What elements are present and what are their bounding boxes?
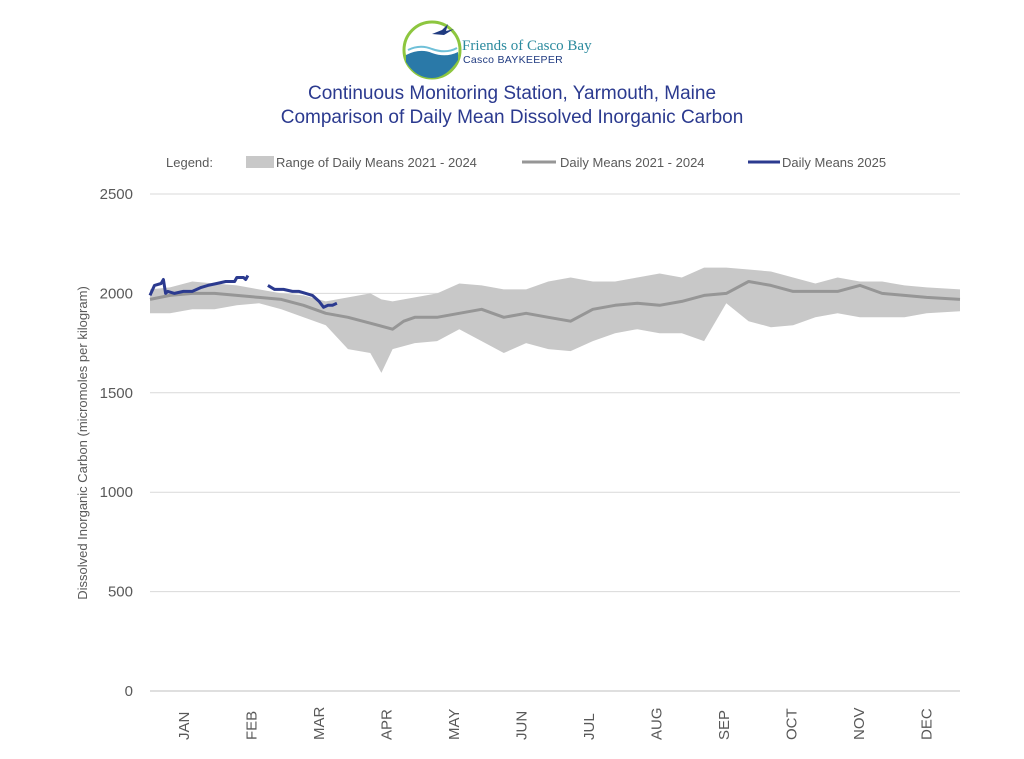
chart-title: Continuous Monitoring Station, Yarmouth,… bbox=[308, 83, 716, 104]
x-tick-labels: JAN FEB MAR APR MAY JUN JUL AUG SEP OCT NOV DEC bbox=[176, 707, 936, 741]
logo-sub: Casco BAYKEEPER bbox=[463, 54, 563, 66]
x-tick-label: MAY bbox=[446, 709, 463, 740]
series-2025-segment bbox=[148, 274, 250, 297]
x-tick-label: APR bbox=[378, 709, 395, 740]
y-tick-label: 2000 bbox=[100, 285, 133, 302]
series-2025-segment bbox=[267, 284, 338, 309]
logo-wave bbox=[407, 45, 458, 53]
legend-entry-mean: Daily Means 2021 - 2024 bbox=[560, 155, 705, 170]
x-tick-label: JUN bbox=[513, 711, 530, 740]
x-tick-label: NOV bbox=[851, 707, 868, 740]
x-tick-label: JAN bbox=[176, 712, 193, 740]
x-tick-label: DEC bbox=[918, 708, 935, 740]
range-band-layer bbox=[150, 267, 960, 373]
y-tick-label: 1500 bbox=[100, 385, 133, 402]
range-band bbox=[150, 267, 960, 373]
chart-subtitle: Comparison of Daily Mean Dissolved Inorg… bbox=[281, 107, 744, 128]
x-tick-label: AUG bbox=[648, 707, 665, 740]
x-tick-label: JUL bbox=[581, 713, 598, 740]
y-axis-label: Dissolved Inorganic Carbon (micromoles p… bbox=[75, 286, 90, 600]
legend-entry-2025: Daily Means 2025 bbox=[782, 155, 886, 170]
legend-label: Legend: bbox=[166, 155, 213, 170]
y-tick-label: 1000 bbox=[100, 484, 133, 501]
x-tick-label: SEP bbox=[716, 710, 733, 740]
legend: Legend: Range of Daily Means 2021 - 2024… bbox=[166, 155, 886, 170]
x-tick-label: MAR bbox=[311, 707, 328, 741]
x-tick-label: OCT bbox=[783, 708, 800, 740]
y-tick-labels: 0 500 1000 1500 2000 2500 bbox=[100, 186, 133, 700]
series-2025-layer bbox=[148, 274, 338, 309]
legend-swatch-band bbox=[246, 156, 274, 168]
y-tick-label: 2500 bbox=[100, 186, 133, 203]
y-tick-label: 500 bbox=[108, 584, 133, 601]
gridlines bbox=[150, 193, 960, 593]
bird-icon bbox=[432, 24, 454, 35]
x-tick-label: FEB bbox=[243, 711, 260, 740]
logo: Friends of Casco Bay Casco BAYKEEPER bbox=[402, 20, 592, 80]
y-tick-label: 0 bbox=[125, 683, 133, 700]
logo-water bbox=[406, 50, 458, 78]
mean-line-layer bbox=[149, 280, 961, 331]
logo-name: Friends of Casco Bay bbox=[462, 38, 592, 54]
mean-line-2021-2024 bbox=[149, 280, 961, 331]
legend-entry-band: Range of Daily Means 2021 - 2024 bbox=[276, 155, 477, 170]
